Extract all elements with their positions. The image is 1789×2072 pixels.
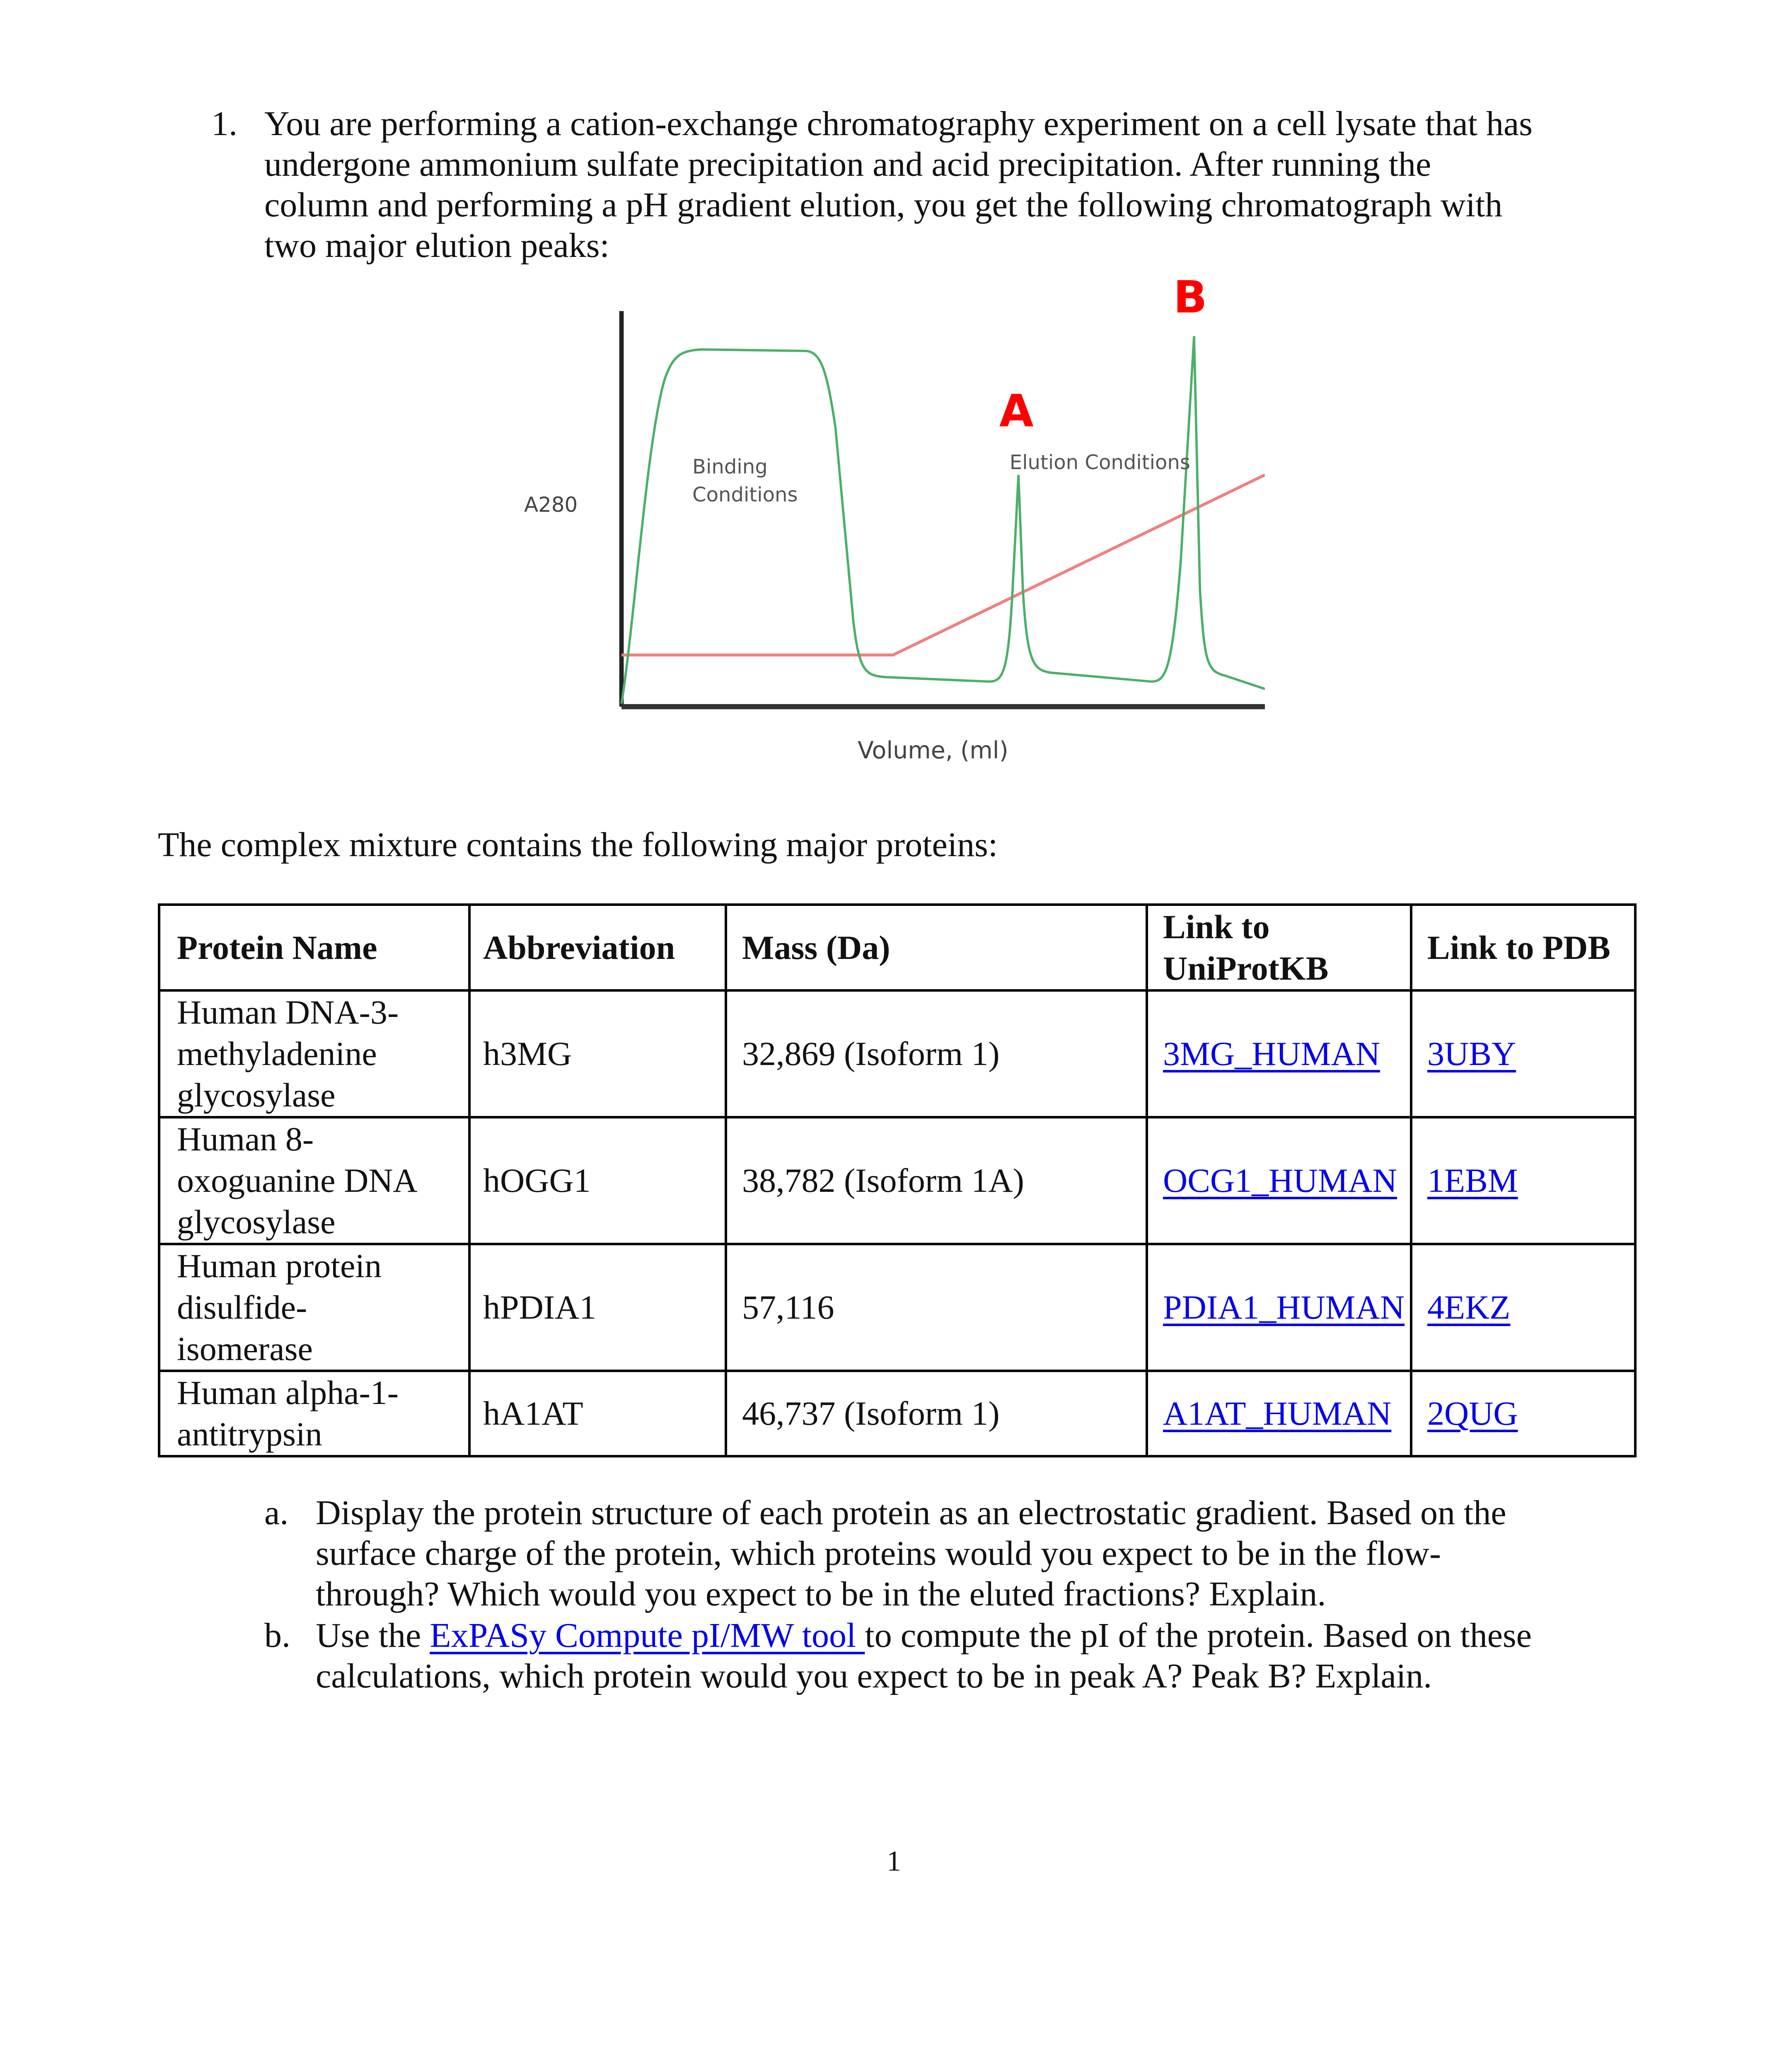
protein-name-cell: Human DNA-3- methyladenine glycosylase [158, 989, 471, 1118]
name-line: methyladenine [177, 1035, 377, 1072]
pdb-link[interactable]: 4EKZ [1427, 1288, 1511, 1326]
name-line: disulfide- [177, 1288, 307, 1326]
name-line: glycosylase [177, 1203, 336, 1241]
peak-b-label: B [1173, 272, 1207, 323]
question-number: 1. [211, 104, 237, 143]
x-axis-label: Volume, (ml) [858, 737, 1008, 764]
mass-cell: 46,737 (Isoform 1) [725, 1370, 1148, 1457]
question-line: You are performing a cation-exchange chr… [264, 104, 1533, 143]
question-line: undergone ammonium sulfate precipitation… [264, 145, 1431, 184]
binding-label: Binding [692, 455, 768, 478]
uniprot-cell: A1AT_HUMAN [1146, 1370, 1412, 1457]
mass-cell: 57,116 [725, 1243, 1148, 1372]
question-text: You are performing a cation-exchange chr… [264, 104, 1533, 266]
table-row: Human DNA-3- methyladenine glycosylase h3M… [158, 989, 1637, 1118]
subquestion-a-marker: a. [264, 1493, 289, 1532]
question-line: two major elution peaks: [264, 226, 609, 265]
question-line: column and performing a pH gradient elut… [264, 186, 1503, 224]
name-line: isomerase [177, 1330, 313, 1368]
header-pdb: Link to PDB [1410, 903, 1637, 992]
subquestion-line: calculations, which protein would you ex… [316, 1657, 1432, 1695]
subquestion-b-pre: Use the [316, 1616, 430, 1655]
abbreviation-cell: hOGG1 [468, 1116, 727, 1245]
subquestion-b-marker: b. [264, 1616, 290, 1655]
header-uniprot-line: UniProtKB [1163, 949, 1329, 987]
protein-name-cell: Human protein disulfide-isomerase [158, 1243, 471, 1372]
subquestion-a-text: Display the protein structure of each pr… [316, 1493, 1506, 1615]
subquestion-b-text: Use the ExPASy Compute pI/MW tool to com… [316, 1615, 1532, 1697]
name-line: Human DNA-3- [177, 993, 399, 1031]
header-uniprot: Link to UniProtKB [1146, 903, 1412, 992]
name-line: oxoguanine DNA [177, 1162, 418, 1199]
binding-label: Conditions [692, 483, 798, 506]
table-row: Human alpha-1- antitrypsin hA1AT 46,737 (… [158, 1370, 1637, 1457]
subquestion-line: surface charge of the protein, which pro… [316, 1534, 1441, 1573]
name-line: antitrypsin [177, 1415, 322, 1453]
expasy-link[interactable]: ExPASy Compute pI/MW tool [430, 1616, 865, 1655]
page-number: 1 [887, 1845, 901, 1877]
abbreviation-cell: h3MG [468, 989, 727, 1118]
header-protein-name: Protein Name [158, 903, 471, 992]
y-axis-label: A280 [524, 493, 578, 517]
abbreviation-cell: hPDIA1 [468, 1243, 727, 1372]
protein-name-cell: Human 8- oxoguanine DNA glycosylase [158, 1116, 471, 1245]
pdb-cell: 1EBM [1410, 1116, 1637, 1245]
uniprot-cell: OCG1_HUMAN [1146, 1116, 1412, 1245]
intro-text: The complex mixture contains the followi… [158, 825, 998, 864]
pdb-link[interactable]: 3UBY [1427, 1035, 1516, 1072]
absorbance-trace [620, 336, 1265, 704]
subquestion-line: Display the protein structure of each pr… [316, 1493, 1506, 1532]
header-uniprot-line: Link to [1163, 908, 1270, 946]
uniprot-cell: PDIA1_HUMAN [1146, 1243, 1412, 1372]
header-abbreviation: Abbreviation [468, 903, 727, 992]
subquestion-line: Use the ExPASy Compute pI/MW tool to com… [316, 1615, 1532, 1656]
pdb-cell: 4EKZ [1410, 1243, 1637, 1372]
uniprot-link[interactable]: OCG1_HUMAN [1163, 1162, 1397, 1199]
uniprot-cell: 3MG_HUMAN [1146, 989, 1412, 1118]
protein-name-cell: Human alpha-1- antitrypsin [158, 1370, 471, 1457]
pdb-link[interactable]: 1EBM [1427, 1162, 1518, 1199]
uniprot-link[interactable]: 3MG_HUMAN [1163, 1035, 1380, 1072]
name-line: Human protein [177, 1247, 382, 1285]
mass-cell: 38,782 (Isoform 1A) [725, 1116, 1148, 1245]
name-line: glycosylase [177, 1076, 336, 1114]
pdb-link[interactable]: 2QUG [1427, 1394, 1518, 1432]
subquestion-b-post: to compute the pI of the protein. Based … [865, 1616, 1532, 1655]
pdb-cell: 2QUG [1410, 1370, 1637, 1457]
abbreviation-cell: hA1AT [468, 1370, 727, 1457]
chromatogram-figure: A280 Binding Conditions Elution Conditio… [524, 272, 1265, 764]
protein-table: Protein Name Abbreviation Mass (Da) Link… [158, 903, 1637, 1457]
mass-cell: 32,869 (Isoform 1) [725, 989, 1148, 1118]
name-line: Human 8- [177, 1120, 314, 1158]
table-header-row: Protein Name Abbreviation Mass (Da) Link… [158, 903, 1637, 992]
header-mass: Mass (Da) [725, 903, 1148, 992]
elution-label: Elution Conditions [1010, 451, 1190, 474]
subquestion-line: through? Which would you expect to be in… [316, 1575, 1326, 1613]
table-row: Human 8- oxoguanine DNA glycosylase hOGG1 … [158, 1116, 1637, 1245]
pdb-cell: 3UBY [1410, 989, 1637, 1118]
peak-a-label: A [999, 385, 1034, 437]
table-row: Human protein disulfide-isomerase hPDIA1 … [158, 1243, 1637, 1372]
name-line: Human alpha-1- [177, 1374, 399, 1411]
uniprot-link[interactable]: PDIA1_HUMAN [1163, 1288, 1405, 1326]
gradient-line [621, 473, 1265, 657]
uniprot-link[interactable]: A1AT_HUMAN [1163, 1394, 1392, 1432]
